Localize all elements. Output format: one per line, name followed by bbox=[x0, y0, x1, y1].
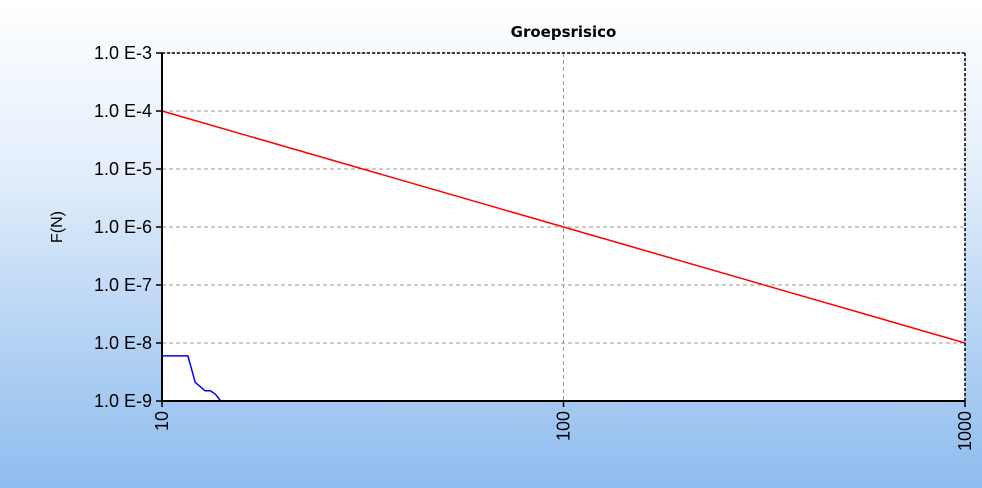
y-axis-label: F(N) bbox=[49, 211, 66, 243]
y-tick-labels: 1.0 E-3 1.0 E-4 1.0 E-5 1.0 E-6 1.0 E-7 1.0 E… bbox=[94, 43, 152, 411]
series-line-1 bbox=[161, 110, 966, 344]
y-tick-label: 1.0 E-5 bbox=[94, 159, 152, 179]
chart-title: Groepsrisico bbox=[511, 23, 617, 41]
axes bbox=[156, 52, 966, 407]
y-tick-label: 1.0 E-4 bbox=[94, 101, 152, 121]
x-tick-label: 1000 bbox=[955, 411, 975, 451]
y-tick-label: 1.0 E-6 bbox=[94, 217, 152, 237]
x-tick-label: 100 bbox=[554, 411, 574, 441]
x-tick-labels: 10 100 1000 bbox=[152, 411, 975, 451]
y-tick-label: 1.0 E-3 bbox=[94, 43, 152, 63]
x-tick-label: 10 bbox=[152, 411, 172, 431]
y-tick-label: 1.0 E-9 bbox=[94, 391, 152, 411]
series-layer bbox=[161, 110, 966, 402]
y-tick-label: 1.0 E-8 bbox=[94, 333, 152, 353]
series-line-2 bbox=[162, 355, 222, 402]
y-tick-label: 1.0 E-7 bbox=[94, 275, 152, 295]
